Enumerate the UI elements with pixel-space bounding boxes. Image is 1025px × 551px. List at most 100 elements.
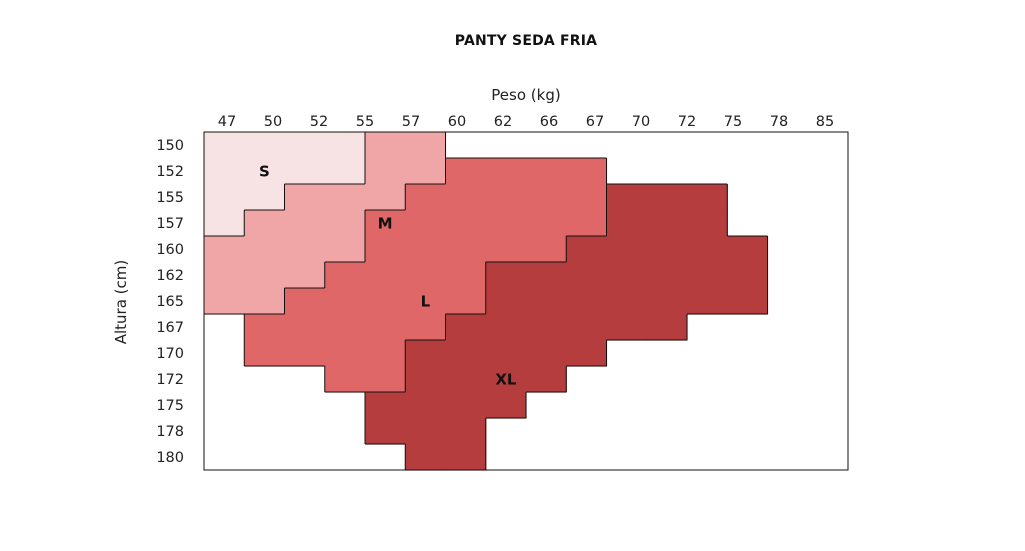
size-cell-l	[566, 210, 608, 237]
size-cell-l	[445, 184, 487, 211]
size-cell-l	[405, 184, 447, 211]
size-cell-l	[365, 288, 406, 315]
size-cell-m	[284, 210, 326, 237]
size-cell-m	[405, 158, 447, 185]
size-cell-l	[526, 236, 567, 263]
size-cell-s	[244, 158, 286, 185]
size-cell-m	[324, 184, 366, 211]
size-cell-m	[284, 184, 326, 211]
size-cell-x	[566, 314, 608, 341]
size-cell-x	[566, 262, 608, 289]
size-cell-x	[405, 444, 447, 471]
size-cell-l	[405, 236, 447, 263]
size-cell-x	[727, 288, 769, 315]
size-cell-s	[204, 210, 245, 237]
size-cell-x	[445, 418, 487, 445]
size-cell-l	[284, 314, 326, 341]
y-tick-label: 157	[156, 216, 184, 232]
size-cell-l	[365, 340, 406, 367]
x-tick-label: 66	[540, 114, 558, 130]
y-tick-label: 178	[156, 424, 184, 440]
size-cell-m	[284, 262, 326, 289]
size-cell-x	[646, 210, 688, 237]
size-cell-l	[365, 236, 406, 263]
size-cell-l	[244, 340, 286, 367]
size-cell-m	[244, 262, 286, 289]
size-cell-l	[405, 262, 447, 289]
size-label-s: S	[259, 163, 270, 181]
size-cell-l	[365, 262, 406, 289]
size-cell-l	[244, 314, 286, 341]
size-boundary-lines	[204, 132, 768, 470]
x-tick-label: 72	[678, 114, 696, 130]
size-cell-l	[445, 158, 487, 185]
size-label-xl: XL	[495, 371, 517, 389]
size-cell-l	[365, 366, 406, 393]
size-cell-x	[365, 392, 406, 419]
size-cell-x	[646, 262, 688, 289]
size-cell-x	[606, 314, 648, 341]
size-cell-l	[485, 184, 527, 211]
size-cell-x	[485, 340, 527, 367]
size-cell-x	[727, 236, 769, 263]
size-cell-l	[485, 210, 527, 237]
size-cell-x	[526, 340, 567, 367]
y-tick-label: 150	[156, 138, 184, 154]
size-cell-x	[566, 340, 608, 367]
size-cell-x	[365, 418, 406, 445]
size-cell-s	[204, 184, 245, 211]
size-cell-x	[485, 392, 527, 419]
x-tick-label: 60	[448, 114, 466, 130]
size-cell-x	[606, 184, 648, 211]
size-cell-x	[405, 418, 447, 445]
size-cell-s	[244, 132, 286, 159]
size-cell-x	[405, 340, 447, 367]
size-cell-x	[445, 366, 487, 393]
x-tick-label: 62	[494, 114, 512, 130]
x-tick-label: 67	[586, 114, 604, 130]
size-cell-l	[324, 340, 366, 367]
size-cell-l	[324, 314, 366, 341]
x-tick-label: 75	[724, 114, 742, 130]
size-cell-x	[526, 314, 567, 341]
size-cell-x	[687, 210, 728, 237]
y-tick-label: 165	[156, 294, 184, 310]
x-tick-label: 52	[310, 114, 328, 130]
size-cell-x	[485, 288, 527, 315]
size-cell-x	[445, 340, 487, 367]
y-tick-label: 152	[156, 164, 184, 180]
x-tick-label: 50	[264, 114, 282, 130]
size-cell-l	[365, 210, 406, 237]
y-tick-label: 160	[156, 242, 184, 258]
size-cell-l	[324, 262, 366, 289]
size-cell-s	[204, 132, 245, 159]
y-tick-label: 175	[156, 398, 184, 414]
y-tick-label: 155	[156, 190, 184, 206]
size-cell-l	[324, 366, 366, 393]
size-cell-l	[284, 340, 326, 367]
size-cell-s	[204, 158, 245, 185]
size-labels: S M L XL	[259, 163, 517, 389]
size-cell-m	[324, 210, 366, 237]
size-cell-x	[687, 262, 728, 289]
x-tick-label: 78	[770, 114, 788, 130]
size-cell-m	[324, 236, 366, 263]
size-cell-m	[244, 288, 286, 315]
x-tick-label: 47	[218, 114, 236, 130]
size-cell-l	[445, 262, 487, 289]
x-tick-label: 70	[632, 114, 650, 130]
size-cell-s	[324, 158, 366, 185]
y-axis-ticks: 150 152 155 157 160 162 165 167 170 172 175 178 180	[156, 138, 184, 466]
size-cell-x	[687, 288, 728, 315]
size-cell-l	[485, 236, 527, 263]
size-cell-l	[526, 184, 567, 211]
size-cell-l	[485, 158, 527, 185]
size-cell-x	[606, 262, 648, 289]
size-cell-x	[445, 392, 487, 419]
size-cell-x	[606, 236, 648, 263]
size-cell-m	[204, 262, 245, 289]
size-cell-l	[284, 288, 326, 315]
size-cell-x	[485, 262, 527, 289]
size-cell-l	[445, 288, 487, 315]
